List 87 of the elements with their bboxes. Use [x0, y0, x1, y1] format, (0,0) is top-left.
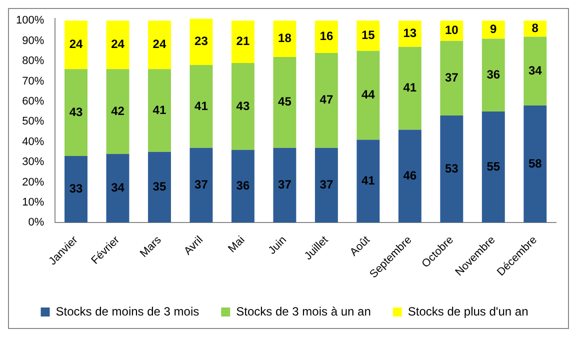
- data-label: 34: [111, 180, 125, 195]
- legend-label: Stocks de plus d'un an: [408, 304, 528, 318]
- y-tick-label: 20%: [22, 176, 44, 188]
- y-tick-label: 70%: [22, 75, 44, 88]
- bar: [190, 65, 213, 148]
- data-label: 37: [278, 178, 292, 192]
- data-label: 42: [111, 104, 125, 118]
- data-label: 43: [236, 98, 250, 113]
- data-label: 13: [403, 26, 417, 40]
- data-label: 9: [490, 22, 498, 36]
- bar: [356, 20, 380, 51]
- legend-label: Stocks de moins de 3 mois: [56, 304, 200, 318]
- bar: [64, 69, 88, 156]
- bar: [398, 130, 422, 223]
- data-label: 24: [152, 37, 166, 52]
- data-label: 58: [528, 156, 542, 170]
- y-tick-label: 100%: [16, 14, 44, 27]
- data-label: 35: [152, 180, 166, 194]
- bar: [148, 69, 171, 152]
- data-label: 41: [403, 80, 417, 95]
- bar: [106, 154, 130, 223]
- bar: [273, 20, 296, 57]
- y-tick-label: 0%: [28, 216, 44, 229]
- bar: [64, 20, 88, 70]
- data-label: 53: [444, 161, 459, 176]
- data-label: 37: [320, 178, 334, 192]
- data-label: 41: [152, 102, 166, 117]
- bar: [106, 20, 130, 70]
- data-label: 8: [532, 21, 539, 36]
- bar: [524, 20, 547, 37]
- data-label: 37: [194, 178, 208, 192]
- bar: [524, 36, 547, 106]
- y-tick-label: 10%: [22, 196, 44, 208]
- data-label: 44: [361, 88, 376, 102]
- bar: [356, 50, 380, 140]
- data-label: 45: [278, 94, 292, 109]
- bar: [231, 150, 254, 223]
- data-label: 34: [528, 63, 542, 78]
- data-label: 55: [486, 159, 500, 174]
- data-label: 46: [403, 168, 417, 182]
- bar: [231, 20, 254, 64]
- y-tick-label: 30%: [22, 156, 44, 168]
- data-label: 36: [236, 178, 250, 193]
- bar: [482, 20, 505, 39]
- bar: [273, 56, 296, 148]
- data-label: 47: [320, 92, 334, 107]
- y-tick-label: 80%: [22, 55, 44, 68]
- x-tick-label: Juin: [266, 234, 289, 257]
- bar: [190, 18, 213, 66]
- data-label: 10: [444, 23, 459, 38]
- bar: [190, 148, 213, 223]
- bar: [314, 52, 338, 148]
- bar: [314, 148, 338, 223]
- bar: [106, 69, 130, 154]
- bar: [148, 20, 171, 70]
- data-label: 41: [361, 174, 376, 188]
- bar: [64, 156, 88, 223]
- data-label: 18: [278, 31, 292, 46]
- data-label: 36: [486, 67, 500, 82]
- data-label: 23: [194, 34, 208, 48]
- bar: [482, 38, 505, 112]
- data-label: 33: [69, 182, 83, 196]
- data-label: 15: [361, 28, 376, 42]
- legend-label: Stocks de 3 mois à un an: [236, 304, 371, 318]
- x-tick-label: Mai: [226, 234, 248, 256]
- bar: [440, 116, 464, 223]
- bar: [482, 112, 505, 223]
- bar: [356, 140, 380, 223]
- data-label: 41: [194, 98, 208, 113]
- bar: [314, 20, 338, 53]
- y-tick-label: 40%: [22, 136, 44, 148]
- bar: [524, 105, 547, 223]
- y-tick-label: 50%: [22, 116, 44, 128]
- data-label: 24: [69, 37, 83, 52]
- data-label: 24: [111, 37, 125, 52]
- y-tick-label: 90%: [22, 34, 44, 47]
- data-label: 37: [444, 70, 459, 84]
- data-label: 21: [236, 34, 250, 48]
- bar: [398, 20, 422, 47]
- bar: [398, 46, 422, 130]
- bar: [440, 40, 464, 116]
- bar: [148, 152, 171, 223]
- bar: [231, 63, 254, 150]
- bar: [273, 148, 296, 223]
- data-label: 43: [69, 104, 83, 119]
- data-label: 16: [320, 29, 334, 44]
- y-tick-label: 60%: [22, 95, 44, 108]
